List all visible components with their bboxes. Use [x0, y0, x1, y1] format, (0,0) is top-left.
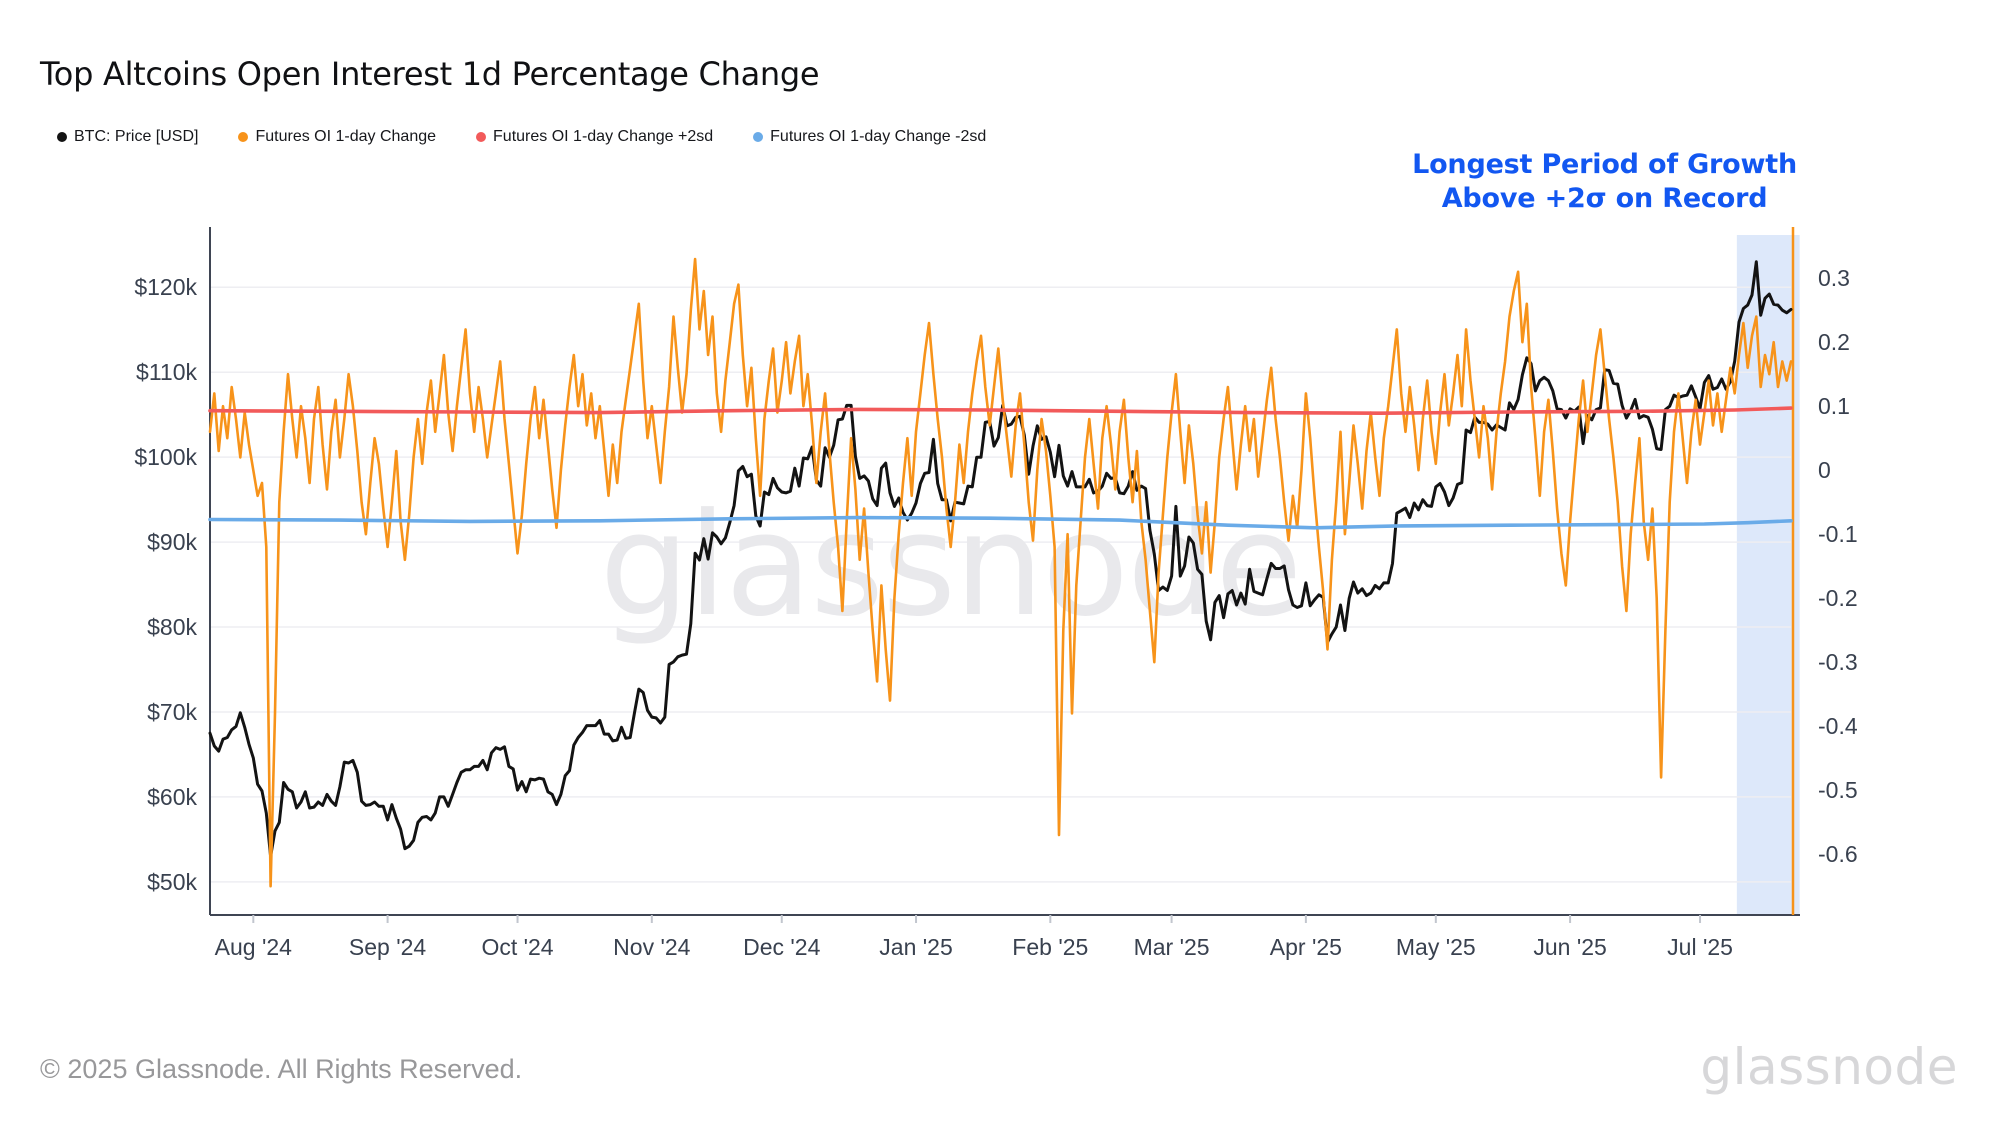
legend-item-oi-plus-2sd[interactable]: Futures OI 1-day Change +2sd [476, 128, 713, 146]
highlight-band [1736, 235, 1800, 915]
legend-item-label: BTC: Price [USD] [74, 128, 199, 145]
legend-item-oi-change[interactable]: Futures OI 1-day Change [238, 128, 436, 146]
annotation: Longest Period of Growth Above +2σ on Re… [1412, 148, 1797, 216]
series-oi-change [208, 257, 1793, 888]
legend-item-label: Futures OI 1-day Change +2sd [493, 128, 714, 145]
legend-item-label: Futures OI 1-day Change -2sd [770, 128, 987, 145]
oi-minus-2sd-dot-icon [753, 132, 764, 142]
series-oi-minus-2sd [208, 515, 1793, 530]
legend-item-label: Futures OI 1-day Change [255, 128, 437, 145]
btc-price-dot-icon [57, 132, 67, 142]
oi-plus-2sd-dot-icon [476, 132, 487, 142]
watermark: glassnode [600, 483, 1301, 648]
legend-item-oi-minus-2sd[interactable]: Futures OI 1-day Change -2sd [753, 128, 986, 146]
annotation-line-1: Longest Period of Growth [1412, 149, 1797, 180]
copyright-text: © 2025 Glassnode. All Rights Reserved. [40, 1054, 523, 1084]
oi-change-dot-icon [238, 132, 249, 142]
page-title: Top Altcoins Open Interest 1d Percentage… [40, 55, 820, 94]
legend: BTC: Price [USD] Futures OI 1-day Change… [57, 128, 986, 146]
series-btc-price [208, 260, 1793, 858]
annotation-line-2: Above +2σ on Record [1441, 183, 1768, 214]
series-oi-plus-2sd [208, 406, 1793, 416]
glassnode-logo: glassnode [1700, 1038, 1958, 1096]
legend-item-btc-price[interactable]: BTC: Price [USD] [57, 128, 198, 146]
